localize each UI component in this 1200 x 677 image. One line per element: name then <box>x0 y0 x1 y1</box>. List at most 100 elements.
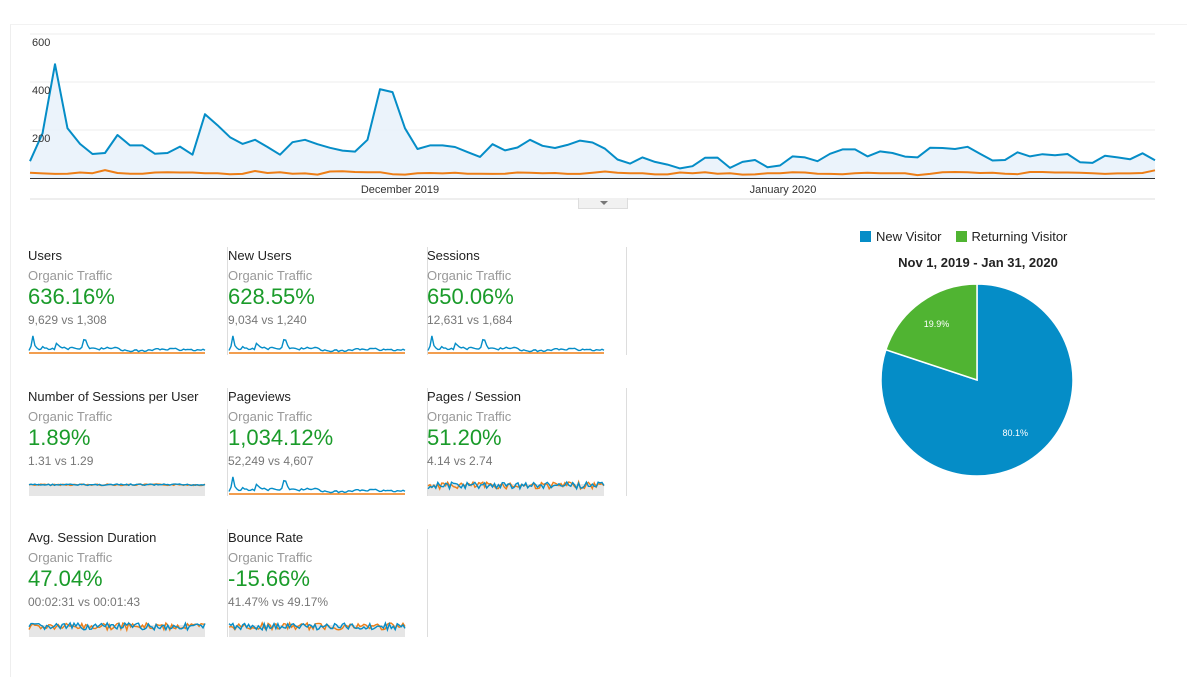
data-point[interactable] <box>538 141 548 151</box>
data-point[interactable] <box>525 135 535 145</box>
data-point[interactable] <box>813 156 823 166</box>
data-point[interactable] <box>788 151 798 161</box>
data-point[interactable] <box>650 169 660 179</box>
data-point[interactable] <box>150 167 160 177</box>
data-point[interactable] <box>900 168 910 178</box>
data-point[interactable] <box>163 148 173 158</box>
legend-item-new-visitor[interactable]: New Visitor <box>860 229 942 244</box>
data-point[interactable] <box>413 144 423 154</box>
data-point[interactable] <box>713 169 723 179</box>
data-point[interactable] <box>575 136 585 146</box>
data-point[interactable] <box>325 167 335 177</box>
data-point[interactable] <box>500 169 510 179</box>
data-point[interactable] <box>475 152 485 162</box>
data-point[interactable] <box>988 155 998 165</box>
data-point[interactable] <box>538 168 548 178</box>
data-point[interactable] <box>750 155 760 165</box>
metric-users[interactable]: Users Organic Traffic 636.16% 9,629 vs 1… <box>28 247 228 359</box>
data-point[interactable] <box>350 147 360 157</box>
data-point[interactable] <box>338 146 348 156</box>
data-point[interactable] <box>63 169 73 179</box>
data-point[interactable] <box>838 144 848 154</box>
data-point[interactable] <box>625 168 635 178</box>
data-point[interactable] <box>563 169 573 179</box>
data-point[interactable] <box>263 168 273 178</box>
data-point[interactable] <box>913 152 923 162</box>
data-point[interactable] <box>1013 169 1023 179</box>
data-point[interactable] <box>838 169 848 179</box>
data-point[interactable] <box>600 144 610 154</box>
data-point[interactable] <box>438 140 448 150</box>
data-point[interactable] <box>900 152 910 162</box>
data-point[interactable] <box>800 152 810 162</box>
data-point[interactable] <box>450 168 460 178</box>
metric-new-users[interactable]: New Users Organic Traffic 628.55% 9,034 … <box>228 247 428 359</box>
data-point[interactable] <box>113 130 123 140</box>
data-point[interactable] <box>275 150 285 160</box>
data-point[interactable] <box>563 140 573 150</box>
data-point[interactable] <box>600 167 610 177</box>
data-point[interactable] <box>1088 168 1098 178</box>
data-point[interactable] <box>1138 148 1148 158</box>
data-point[interactable] <box>1050 150 1060 160</box>
metric-sessions[interactable]: Sessions Organic Traffic 650.06% 12,631 … <box>427 247 627 359</box>
data-point[interactable] <box>788 167 798 177</box>
data-point[interactable] <box>275 167 285 177</box>
data-point[interactable] <box>200 109 210 119</box>
data-point[interactable] <box>525 168 535 178</box>
data-point[interactable] <box>25 156 35 166</box>
metric-pages-session[interactable]: Pages / Session Organic Traffic 51.20% 4… <box>427 388 627 500</box>
data-point[interactable] <box>625 159 635 169</box>
data-point[interactable] <box>338 166 348 176</box>
data-point[interactable] <box>88 168 98 178</box>
data-point[interactable] <box>200 168 210 178</box>
data-point[interactable] <box>38 168 48 178</box>
data-point[interactable] <box>375 167 385 177</box>
data-point[interactable] <box>700 153 710 163</box>
data-point[interactable] <box>1125 154 1135 164</box>
data-point[interactable] <box>988 168 998 178</box>
data-point[interactable] <box>125 140 135 150</box>
data-point[interactable] <box>225 132 235 142</box>
data-point[interactable] <box>63 123 73 133</box>
data-point[interactable] <box>363 167 373 177</box>
data-point[interactable] <box>1113 152 1123 162</box>
data-point[interactable] <box>725 168 735 178</box>
data-point[interactable] <box>1150 155 1160 165</box>
data-point[interactable] <box>688 168 698 178</box>
pie-slice-returning-visitor[interactable] <box>884 283 978 382</box>
data-point[interactable] <box>388 87 398 97</box>
data-point[interactable] <box>1075 168 1085 178</box>
data-point[interactable] <box>613 168 623 178</box>
data-point[interactable] <box>150 149 160 159</box>
data-point[interactable] <box>1075 157 1085 167</box>
data-point[interactable] <box>1100 169 1110 179</box>
data-point[interactable] <box>1113 168 1123 178</box>
data-point[interactable] <box>713 153 723 163</box>
data-point[interactable] <box>1138 168 1148 178</box>
data-point[interactable] <box>100 148 110 158</box>
data-point[interactable] <box>550 143 560 153</box>
data-point[interactable] <box>263 142 273 152</box>
metric-pageviews[interactable]: Pageviews Organic Traffic 1,034.12% 52,2… <box>228 388 428 500</box>
data-point[interactable] <box>1088 158 1098 168</box>
metric-number-of-sessions-per-user[interactable]: Number of Sessions per User Organic Traf… <box>28 388 228 500</box>
data-point[interactable] <box>950 144 960 154</box>
data-point[interactable] <box>75 167 85 177</box>
data-point[interactable] <box>1063 149 1073 159</box>
data-point[interactable] <box>850 168 860 178</box>
data-point[interactable] <box>513 143 523 153</box>
data-point[interactable] <box>700 167 710 177</box>
data-point[interactable] <box>175 142 185 152</box>
data-point[interactable] <box>500 145 510 155</box>
data-point[interactable] <box>513 167 523 177</box>
data-point[interactable] <box>113 168 123 178</box>
data-point[interactable] <box>575 169 585 179</box>
data-point[interactable] <box>1013 147 1023 157</box>
data-point[interactable] <box>1038 149 1048 159</box>
data-point[interactable] <box>813 169 823 179</box>
data-point[interactable] <box>1025 167 1035 177</box>
data-point[interactable] <box>963 167 973 177</box>
metric-bounce-rate[interactable]: Bounce Rate Organic Traffic -15.66% 41.4… <box>228 529 428 641</box>
data-point[interactable] <box>238 169 248 179</box>
